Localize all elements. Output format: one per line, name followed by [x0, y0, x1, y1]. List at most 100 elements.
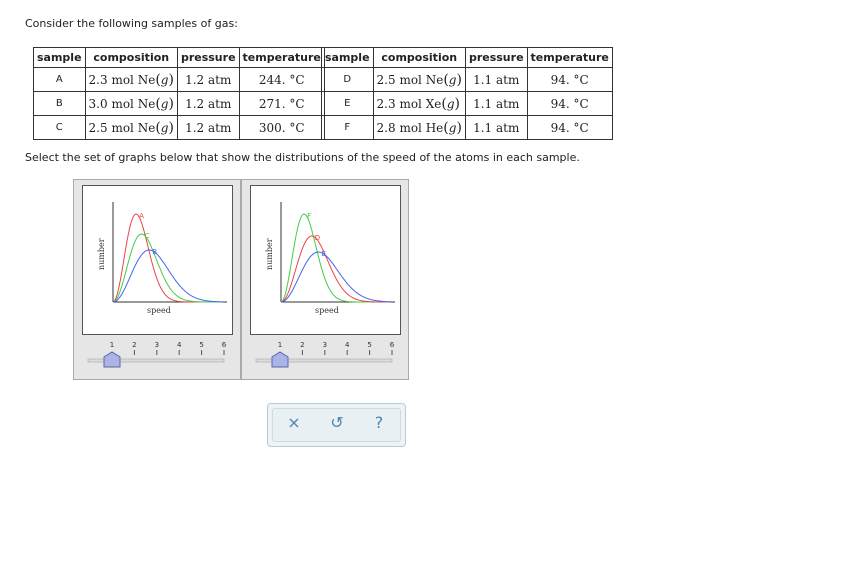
slider-tick-label: 1 — [278, 341, 282, 349]
sample-cell: C — [33, 115, 86, 140]
help-button[interactable]: ? — [374, 413, 384, 432]
amount: 2.5 mol — [88, 120, 134, 135]
header-temperature: temperature — [526, 47, 613, 68]
question-prompt: Consider the following samples of gas: — [25, 17, 238, 30]
state: g — [160, 96, 169, 111]
answer-toolbar-inner — [272, 408, 401, 442]
gas-symbol: Xe — [425, 96, 442, 111]
pressure-cell: 1.1 atm — [464, 67, 528, 92]
graph-slider[interactable]: 1 2 3 4 5 6 — [84, 340, 230, 372]
sample-cell: D — [321, 67, 374, 92]
sample-cell: A — [33, 67, 86, 92]
gas-symbol: Ne — [137, 72, 156, 87]
header-composition: composition — [372, 47, 466, 68]
curve-label: A — [139, 212, 144, 220]
pressure-cell: 1.2 atm — [176, 91, 240, 116]
curve-F — [280, 213, 391, 303]
gas-symbol: He — [425, 120, 444, 135]
slider-handle[interactable] — [271, 351, 289, 368]
slider-tick-label: 4 — [177, 341, 182, 349]
y-axis-label: number — [265, 238, 274, 270]
sample-cell: B — [33, 91, 86, 116]
slider-tick-label: 4 — [345, 341, 350, 349]
curve-label: E — [321, 250, 325, 258]
composition-cell: 3.0 mol Ne(g) — [84, 91, 178, 116]
curve-label: D — [315, 234, 320, 242]
composition-cell: 2.3 mol Xe(g) — [372, 91, 466, 116]
slider-tick-label: 6 — [222, 341, 227, 349]
state: g — [446, 96, 455, 111]
clear-button[interactable]: × — [287, 413, 301, 432]
y-axis-label: number — [97, 238, 106, 270]
header-sample: sample — [33, 47, 86, 68]
pressure-cell: 1.2 atm — [176, 115, 240, 140]
temperature-cell: 271. °C — [238, 91, 325, 116]
table-row: D 2.5 mol Ne(g) 1.1 atm 94. °C — [321, 67, 613, 92]
amount: 2.3 mol — [376, 96, 422, 111]
slider-tick-label: 3 — [155, 341, 159, 349]
undo-button[interactable]: ↺ — [330, 413, 344, 432]
curve-label: C — [145, 232, 150, 240]
curve-C — [112, 233, 223, 303]
graph-option-2[interactable]: number speed F D E 1 2 3 4 5 6 — [241, 179, 409, 380]
slider-handle[interactable] — [103, 351, 121, 368]
slider-tick-label: 2 — [300, 341, 304, 349]
amount: 2.3 mol — [88, 72, 134, 87]
pressure-cell: 1.2 atm — [176, 67, 240, 92]
sample-cell: E — [321, 91, 374, 116]
gas-samples-table-2: sample composition pressure temperature … — [321, 47, 613, 140]
header-pressure: pressure — [464, 47, 528, 68]
temperature-cell: 94. °C — [526, 115, 613, 140]
graph-slider[interactable]: 1 2 3 4 5 6 — [252, 340, 398, 372]
curve-B — [112, 249, 224, 303]
pressure-cell: 1.1 atm — [464, 115, 528, 140]
curve-label: B — [152, 248, 157, 256]
curve-E — [280, 251, 392, 303]
gas-symbol: Ne — [425, 72, 444, 87]
header-temperature: temperature — [238, 47, 325, 68]
slider-tick-label: 5 — [199, 341, 203, 349]
table-row: E 2.3 mol Xe(g) 1.1 atm 94. °C — [321, 91, 613, 116]
slider-tick-label: 5 — [367, 341, 371, 349]
temperature-cell: 300. °C — [238, 115, 325, 140]
curve-D — [280, 235, 391, 303]
curve-label: F — [307, 212, 311, 220]
header-sample: sample — [321, 47, 374, 68]
table-row: B 3.0 mol Ne(g) 1.2 atm 271. °C — [33, 91, 325, 116]
graph-option-1[interactable]: number speed A C B 1 2 3 4 5 6 — [73, 179, 241, 380]
header-pressure: pressure — [176, 47, 240, 68]
state: g — [160, 120, 169, 135]
speed-distribution-plot: number speed F D E — [250, 185, 401, 335]
composition-cell: 2.8 mol He(g) — [372, 115, 466, 140]
speed-distribution-plot: number speed A C B — [82, 185, 233, 335]
composition-cell: 2.5 mol Ne(g) — [84, 115, 178, 140]
table-row: F 2.8 mol He(g) 1.1 atm 94. °C — [321, 115, 613, 140]
gas-samples-table-1: sample composition pressure temperature … — [33, 47, 325, 140]
instruction-text: Select the set of graphs below that show… — [25, 151, 580, 164]
gas-symbol: Ne — [137, 120, 156, 135]
state: g — [448, 120, 457, 135]
state: g — [448, 72, 457, 87]
slider-tick-label: 2 — [132, 341, 136, 349]
slider-tick-label: 1 — [110, 341, 114, 349]
temperature-cell: 244. °C — [238, 67, 325, 92]
temperature-cell: 94. °C — [526, 91, 613, 116]
amount: 3.0 mol — [88, 96, 134, 111]
table-row: C 2.5 mol Ne(g) 1.2 atm 300. °C — [33, 115, 325, 140]
table-row: A 2.3 mol Ne(g) 1.2 atm 244. °C — [33, 67, 325, 92]
slider-tick-label: 3 — [323, 341, 327, 349]
x-axis-label: speed — [315, 306, 339, 315]
amount: 2.5 mol — [376, 72, 422, 87]
gas-symbol: Ne — [137, 96, 156, 111]
sample-cell: F — [321, 115, 374, 140]
answer-toolbar: × ↺ ? — [267, 403, 406, 447]
composition-cell: 2.3 mol Ne(g) — [84, 67, 178, 92]
composition-cell: 2.5 mol Ne(g) — [372, 67, 466, 92]
x-axis-label: speed — [147, 306, 171, 315]
state: g — [160, 72, 169, 87]
header-composition: composition — [84, 47, 178, 68]
slider-tick-label: 6 — [390, 341, 395, 349]
temperature-cell: 94. °C — [526, 67, 613, 92]
pressure-cell: 1.1 atm — [464, 91, 528, 116]
amount: 2.8 mol — [376, 120, 422, 135]
